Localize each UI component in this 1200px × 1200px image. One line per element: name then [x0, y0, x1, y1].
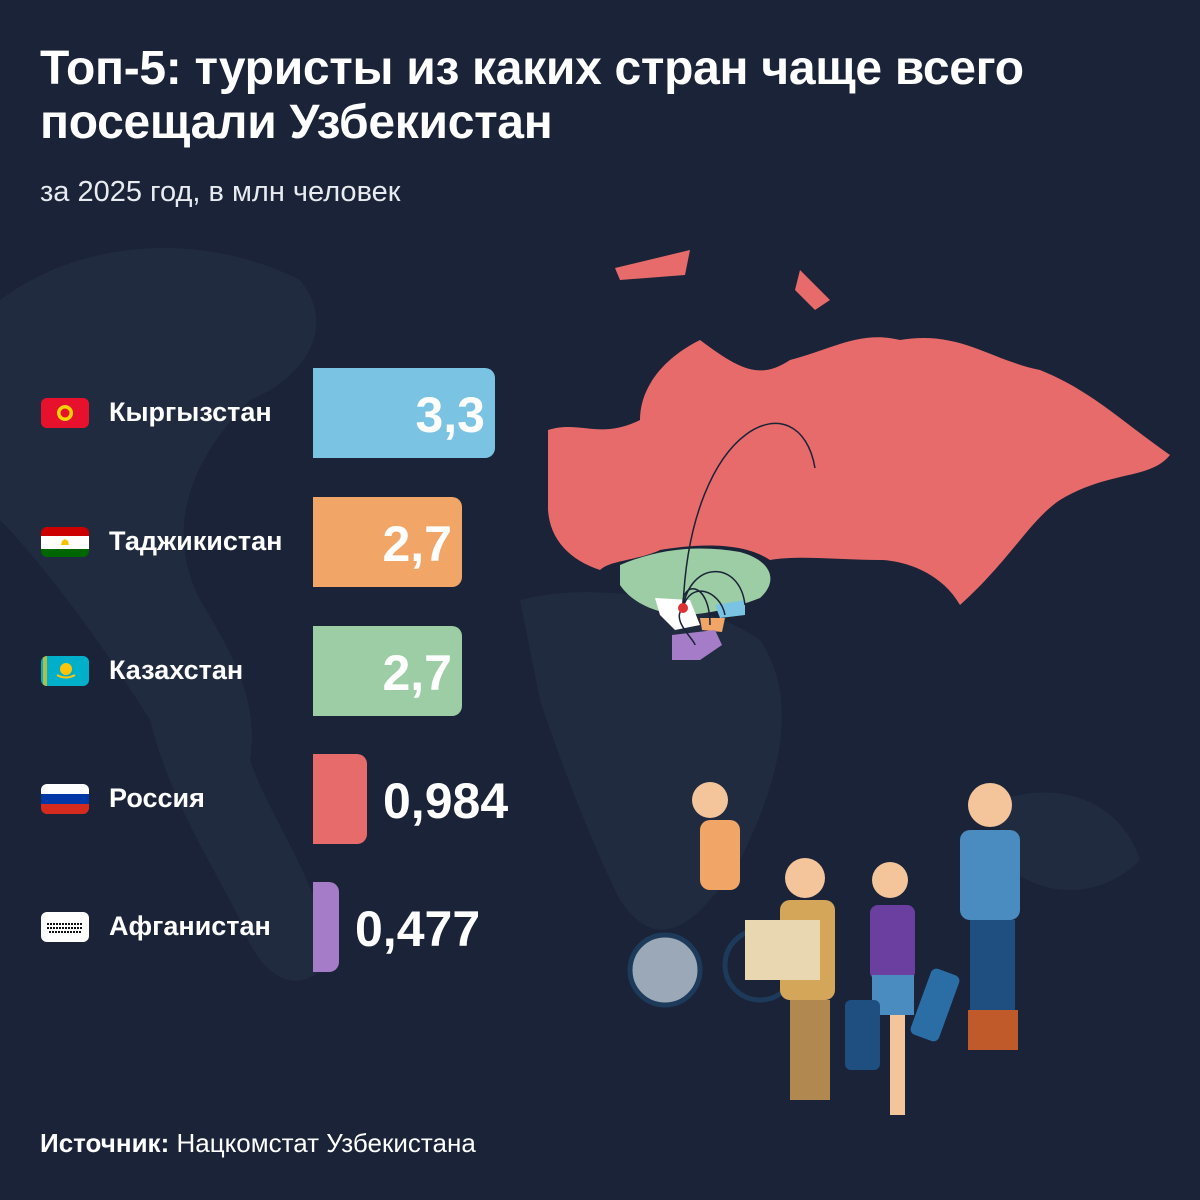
- bar: [313, 368, 495, 458]
- afghanistan-shape: [672, 630, 722, 660]
- category-label: Кыргызстан: [109, 397, 272, 427]
- category-label: Россия: [109, 783, 205, 813]
- bar: [313, 754, 367, 844]
- category-label: Афганистан: [109, 911, 271, 941]
- location-pin-icon: [678, 603, 688, 613]
- tajikistan-shape: [700, 618, 725, 632]
- bar: [313, 626, 462, 716]
- tajikistan-flag-icon: [41, 527, 89, 557]
- bar: [313, 882, 339, 972]
- data-label: 0,477: [355, 901, 481, 957]
- category-label: Таджикистан: [109, 526, 283, 556]
- region-map: [548, 250, 1170, 660]
- source-note: Источник: Нацкомстат Узбекистана: [40, 1128, 476, 1159]
- tourists-illustration: [627, 782, 1020, 1115]
- uzbekistan-shape: [655, 598, 700, 630]
- bar: [313, 497, 462, 587]
- source-label: Источник:: [40, 1128, 170, 1158]
- data-label: 2,7: [382, 645, 452, 701]
- kyrgyzstan-shape: [715, 600, 745, 618]
- page-title: Топ-5: туристы из каких стран чаще всего…: [40, 42, 1024, 149]
- data-label: 0,984: [383, 773, 509, 829]
- kazakhstan-flag-icon: [41, 656, 89, 686]
- category-label: Казахстан: [109, 655, 244, 685]
- russia-flag-icon: [41, 784, 89, 814]
- afghanistan-flag-icon: [41, 912, 89, 942]
- page-subtitle: за 2025 год, в млн человек: [40, 176, 401, 208]
- source-text: Нацкомстат Узбекистана: [176, 1128, 476, 1158]
- russia-shape: [548, 337, 1170, 605]
- data-label: 2,7: [382, 516, 452, 572]
- data-label: 3,3: [415, 387, 485, 443]
- kyrgyzstan-flag-icon: [41, 398, 89, 428]
